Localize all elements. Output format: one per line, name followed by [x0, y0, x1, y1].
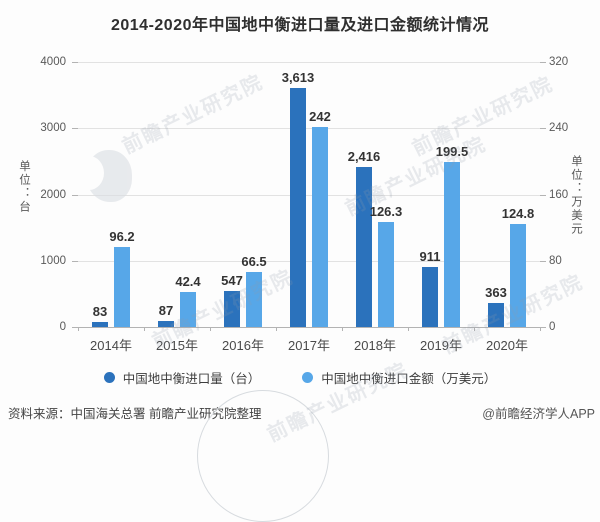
bar-value-label: 66.5: [241, 253, 267, 269]
gridline: [78, 128, 540, 130]
legend-marker-icon: [103, 371, 115, 383]
legend-item: 中国地中衡进口金额（万美元）: [302, 368, 496, 387]
right-axis-tick-label: 80: [549, 254, 562, 267]
x-axis-label: 2016年: [222, 338, 264, 353]
legend-item: 中国地中衡进口量（台）: [103, 368, 261, 387]
x-axis-tick: [342, 327, 343, 331]
left-axis-tick-label: 3000: [40, 122, 66, 135]
left-axis-tick-label: 1000: [40, 254, 66, 267]
legend-marker-icon: [302, 371, 314, 383]
x-axis-tick: [276, 327, 277, 331]
right-axis-tick-label: 0: [549, 321, 556, 333]
x-axis-label: 2018年: [354, 338, 396, 353]
x-axis-tick: [210, 327, 211, 331]
bar-import-volume: [356, 166, 372, 327]
left-axis-tick: [72, 62, 78, 63]
bar-import-volume: [488, 302, 504, 327]
left-axis-unit-label: 单位：台: [18, 160, 30, 214]
bar-import-volume: [224, 290, 240, 327]
legend-label: 中国地中衡进口量（台）: [122, 371, 261, 386]
bar-import-amount: [180, 291, 196, 327]
left-axis-tick-label: 2000: [40, 188, 66, 201]
bar-value-label: 199.5: [435, 143, 469, 159]
gridline: [78, 194, 540, 196]
bar-import-amount: [246, 271, 262, 327]
bar-import-amount: [114, 247, 130, 327]
chart-area: 0 0 1000 80 2000 160 3000 240 4000 320 83 87 547 3,61…: [40, 56, 569, 353]
left-axis-tick: [72, 260, 78, 262]
x-axis-tick: [474, 327, 475, 331]
left-axis-tick-label: 4000: [40, 56, 66, 68]
bar-import-volume: [290, 87, 306, 327]
bar-value-label: 911: [419, 248, 441, 264]
bar-value-label: 42.4: [175, 273, 201, 289]
x-axis-tick: [144, 327, 145, 331]
bar-value-label: 126.3: [369, 204, 403, 220]
right-axis-tick-label: 240: [549, 122, 569, 135]
bar-value-label: 3,613: [281, 69, 315, 85]
gridline: [78, 62, 540, 63]
bar-value-label: 242: [309, 108, 331, 124]
x-axis-label: 2019年: [420, 338, 462, 353]
bar-import-amount: [444, 161, 460, 327]
left-axis-tick: [72, 194, 78, 196]
left-axis-tick: [72, 128, 78, 130]
bar-value-label: 87: [158, 303, 174, 319]
left-axis-tick: [72, 327, 78, 328]
x-axis-tick: [78, 327, 79, 331]
x-axis-label: 2015年: [156, 338, 198, 353]
right-axis-unit-label: 单位：万美元: [570, 155, 582, 236]
x-axis-label: 2017年: [288, 338, 330, 353]
left-axis-tick-label: 0: [59, 321, 66, 333]
data-source-text: 资料来源：中国海关总署 前瞻产业研究院整理: [8, 407, 262, 421]
bar-import-volume: [422, 266, 438, 327]
chart-legend: 中国地中衡进口量（台） 中国地中衡进口金额（万美元）: [0, 368, 600, 386]
x-axis-label: 2020年: [486, 338, 528, 353]
right-axis-tick: [540, 260, 546, 262]
x-axis-tick: [540, 327, 541, 331]
bar-import-volume: [158, 321, 174, 327]
right-axis-tick-label: 160: [549, 188, 569, 201]
bar-import-amount: [312, 126, 328, 327]
bar-value-label: 124.8: [501, 205, 535, 221]
bar-import-amount: [378, 222, 394, 327]
legend-label: 中国地中衡进口金额（万美元）: [321, 371, 497, 386]
x-axis-tick: [408, 327, 409, 331]
bar-value-label: 83: [92, 303, 108, 319]
credit-text: @前瞻经济学人APP: [482, 407, 595, 421]
bar-import-volume: [92, 321, 108, 327]
gridline: [78, 260, 540, 262]
right-axis-tick: [540, 128, 546, 130]
right-axis-tick-label: 320: [549, 56, 569, 68]
bar-value-label: 547: [221, 272, 243, 288]
chart-title: 2014-2020年中国地中衡进口量及进口金额统计情况: [110, 17, 490, 34]
x-axis-line: [78, 327, 540, 328]
right-axis-tick: [540, 194, 546, 196]
bar-value-label: 363: [485, 284, 507, 300]
bar-import-amount: [510, 223, 526, 327]
x-axis-label: 2014年: [90, 338, 132, 353]
bar-value-label: 96.2: [109, 229, 135, 245]
bar-value-label: 2,416: [347, 148, 381, 164]
right-axis-tick: [540, 62, 546, 63]
right-axis-tick: [540, 327, 546, 328]
